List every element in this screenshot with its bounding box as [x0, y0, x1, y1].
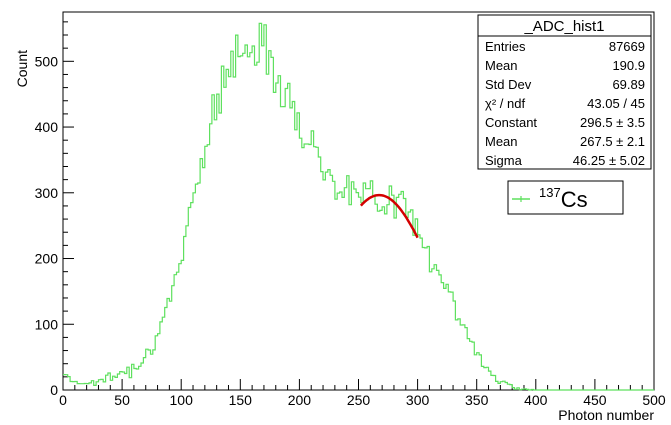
- x-tick-labels: 0 50 100 150 200 250 300 350 400 450 500: [59, 392, 666, 408]
- x-tick-label: 400: [524, 392, 548, 408]
- stats-box-title: _ADC_hist1: [523, 18, 604, 35]
- stats-row-value: 69.89: [612, 77, 645, 92]
- x-tick-label: 50: [114, 392, 130, 408]
- y-tick-label: 0: [50, 382, 58, 398]
- legend-frame: [507, 180, 624, 215]
- stats-row-value: 87669: [609, 39, 645, 54]
- x-tick-label: 100: [170, 392, 194, 408]
- stats-box: _ADC_hist1 Entries 87669 Mean 190.9 Std Dev 6…: [477, 14, 652, 170]
- stats-row-label: Constant: [485, 115, 537, 130]
- x-tick-label: 300: [406, 392, 430, 408]
- x-tick-label: 150: [229, 392, 253, 408]
- stats-row-label: Entries: [485, 39, 526, 54]
- stats-row-value: 190.9: [612, 58, 645, 73]
- x-axis-title: Photon number: [558, 407, 654, 423]
- stats-row-label: Std Dev: [485, 77, 532, 92]
- legend-element: Cs: [561, 187, 588, 212]
- x-tick-label: 500: [642, 392, 666, 408]
- y-tick-label: 100: [35, 316, 59, 332]
- stats-row-label: Mean: [485, 58, 518, 73]
- stats-row-label: Sigma: [485, 153, 523, 168]
- stats-box-rows: Entries 87669 Mean 190.9 Std Dev 69.89 χ² / nd…: [485, 39, 645, 168]
- legend-mass-number: 137: [539, 185, 561, 200]
- stats-row-label: Mean: [485, 134, 518, 149]
- x-tick-label: 200: [288, 392, 312, 408]
- stats-row-value: 296.5 ± 3.5: [580, 115, 645, 130]
- x-tick-label: 250: [347, 392, 371, 408]
- x-tick-label: 450: [583, 392, 607, 408]
- y-tick-label: 200: [35, 251, 59, 267]
- legend: 137Cs: [507, 180, 624, 215]
- histogram-series-137cs: [63, 22, 654, 391]
- stats-row-value: 267.5 ± 2.1: [580, 134, 645, 149]
- axis-ticks: [62, 21, 655, 391]
- gaussian-fit-curve: [359, 193, 419, 239]
- stats-row-value: 46.25 ± 5.02: [573, 153, 645, 168]
- x-tick-label: 350: [465, 392, 489, 408]
- x-tick-label: 0: [59, 392, 67, 408]
- y-tick-label: 400: [35, 119, 59, 135]
- y-tick-label: 300: [35, 185, 59, 201]
- stats-box-frame: [477, 14, 652, 170]
- y-tick-labels: 0 100 200 300 400 500: [35, 53, 59, 398]
- stats-row-value: 43.05 / 45: [587, 96, 645, 111]
- legend-label: 137Cs: [539, 185, 588, 212]
- y-axis-title: Count: [14, 50, 30, 87]
- y-tick-label: 500: [35, 53, 59, 69]
- stats-row-label: χ² / ndf: [485, 96, 525, 111]
